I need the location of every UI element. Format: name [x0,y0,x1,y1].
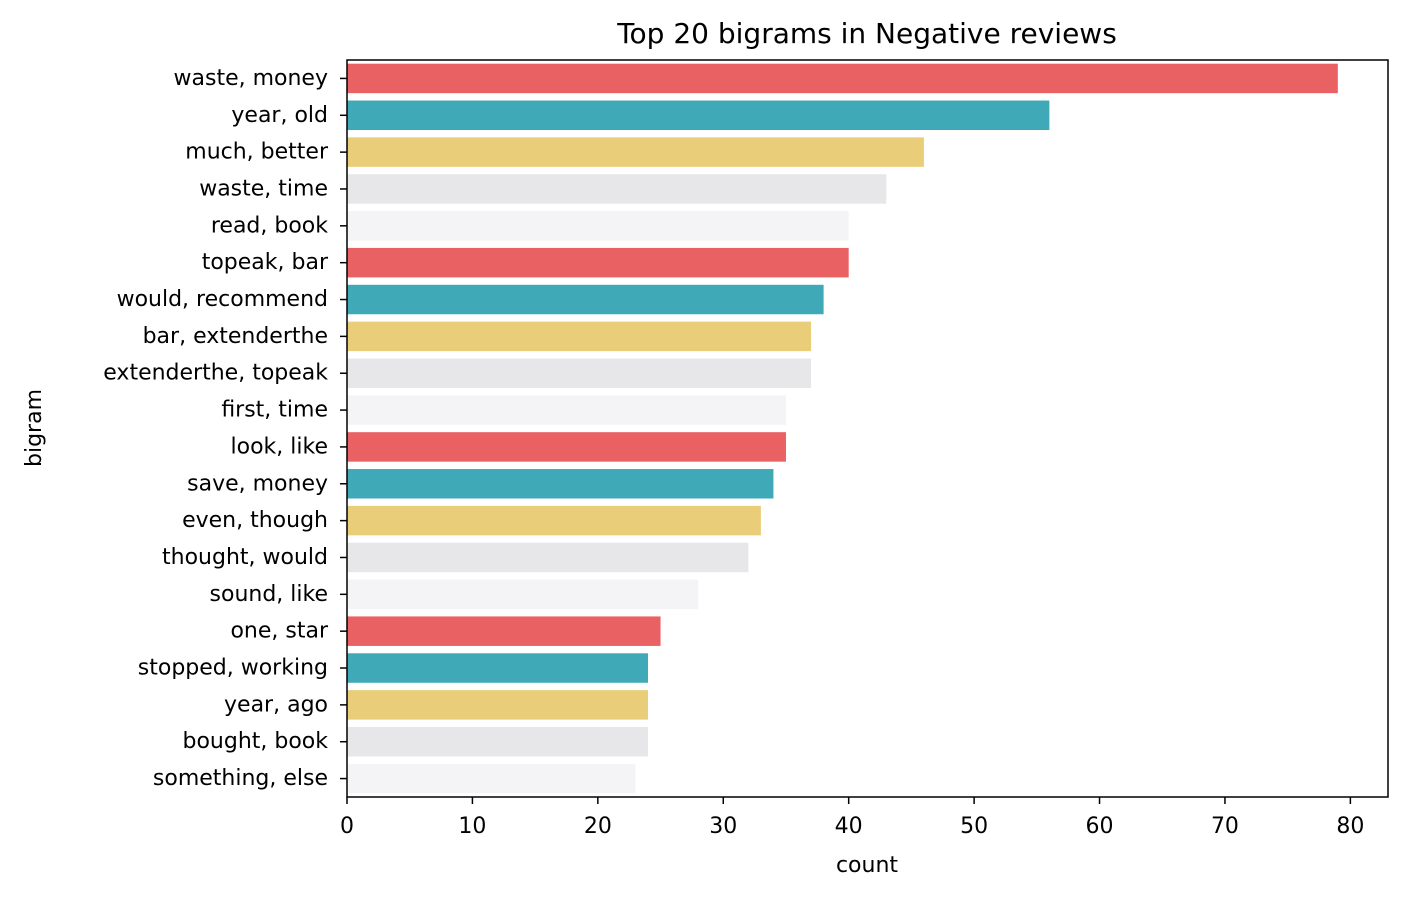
y-tick-label: save, money [187,471,328,496]
y-tick-label: look, like [231,434,328,459]
bar [347,284,824,315]
plot-frame [346,59,1389,798]
bar [347,690,649,720]
bar [347,395,786,425]
y-tick-label: topeak, bar [202,250,329,275]
bar [347,321,812,352]
y-axis-label: bigram [22,389,47,467]
bar [347,358,812,388]
bar [347,505,761,536]
y-tick-label: stopped, working [138,656,328,681]
y-axis-ticks: waste, money year, old much, better waste, … [103,66,347,791]
x-tick-label: 70 [1211,814,1239,839]
x-tick-label: 10 [458,814,486,839]
bar [347,63,1338,94]
y-tick-label: year, old [231,103,328,128]
bar [347,542,749,573]
y-tick-label: would, recommend [117,287,328,312]
bar [347,653,649,683]
y-tick-label: year, ago [224,692,328,717]
bar [347,726,649,757]
x-tick-label: 60 [1086,814,1114,839]
bar [347,432,786,462]
y-tick-label: much, better [185,140,329,165]
bars-group [347,63,1338,794]
y-tick-label: bar, extenderthe [143,324,328,349]
x-axis-label: count [836,853,898,878]
bar [347,616,661,646]
bar [347,100,1050,131]
x-tick-label: 40 [835,814,863,839]
y-tick-label: first, time [221,398,328,423]
bar [347,763,636,794]
x-tick-label: 20 [584,814,612,839]
x-tick-label: 30 [709,814,737,839]
y-tick-label: waste, money [174,66,328,91]
bar [347,174,887,204]
bar [347,247,849,278]
x-tick-label: 50 [960,814,988,839]
y-tick-label: thought, would [162,545,328,570]
chart-title: Top 20 bigrams in Negative reviews [616,17,1117,50]
y-tick-label: something, else [153,766,328,791]
y-tick-label: bought, book [182,729,328,754]
y-tick-label: extenderthe, topeak [103,361,328,386]
bar [347,579,699,610]
y-tick-label: sound, like [210,582,328,607]
bar [347,469,774,499]
bar [347,211,849,241]
x-tick-label: 0 [340,814,354,839]
x-tick-label: 80 [1336,814,1364,839]
x-axis-ticks: 0 10 20 30 40 50 60 70 80 [340,797,1364,839]
y-tick-label: read, book [211,213,328,238]
y-tick-label: one, star [230,619,328,644]
y-tick-label: even, though [182,508,328,533]
y-tick-label: waste, time [199,176,328,201]
bar [347,137,924,167]
